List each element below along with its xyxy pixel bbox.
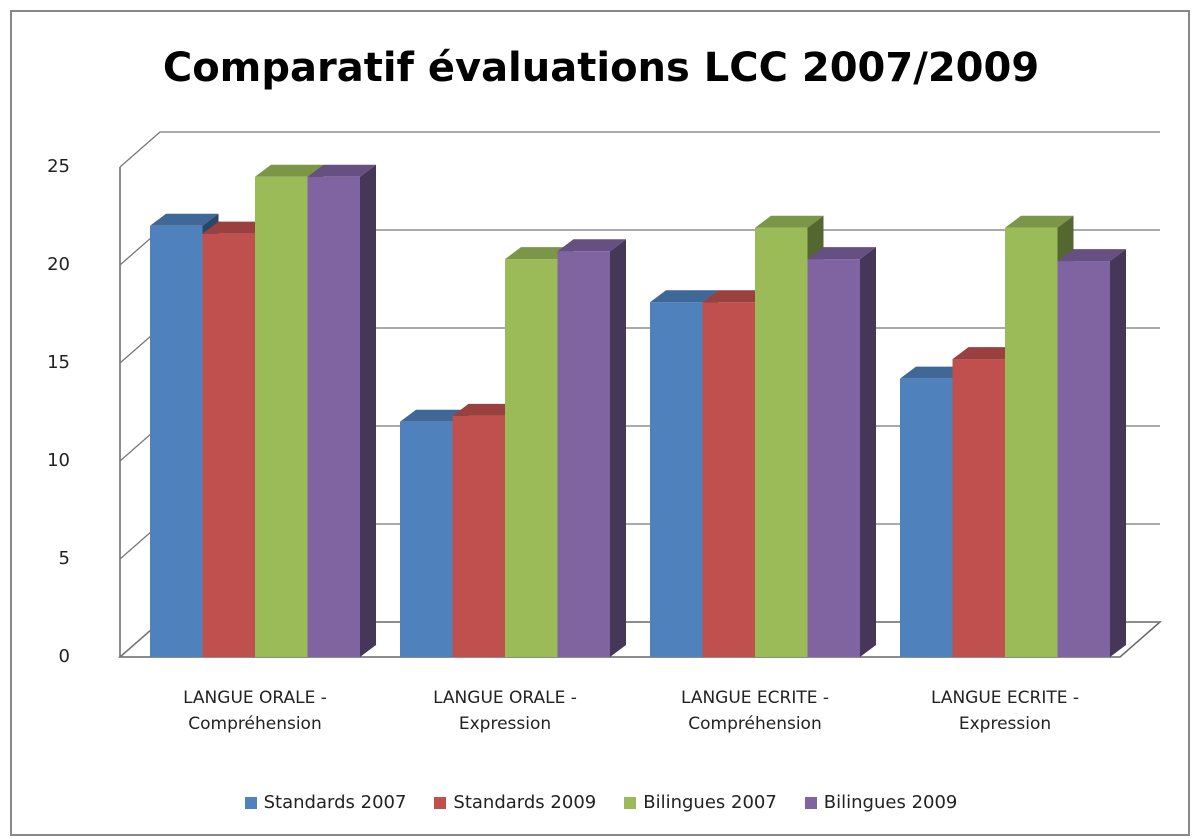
x-tick-label: LANGUE ORALE - Expression (433, 688, 577, 734)
bar-top (952, 347, 1021, 360)
bar-front (1005, 227, 1058, 657)
bar-front (202, 233, 255, 657)
bar-top (755, 215, 824, 228)
x-tick-label: LANGUE ORALE - Compréhension (183, 688, 327, 734)
bar (1057, 249, 1126, 657)
bar-side (610, 239, 626, 657)
legend-label: Standards 2009 (453, 792, 597, 813)
bar-top (307, 164, 376, 177)
bar-side (360, 164, 376, 658)
y-tick-label: 25 (47, 156, 70, 177)
bar-front (650, 302, 703, 657)
y-tick-label: 0 (59, 646, 70, 667)
bar-front (557, 251, 610, 657)
chart-frame (10, 10, 1190, 836)
bar-front (807, 259, 860, 657)
bar-front (452, 415, 505, 657)
bar-front (400, 421, 453, 657)
legend-swatch (434, 796, 447, 809)
bar-top (202, 221, 271, 234)
legend: Standards 2007 Standards 2009 Bilingues 20… (0, 792, 1202, 813)
bar-top (1005, 215, 1074, 228)
legend-item: Standards 2007 (244, 792, 407, 813)
legend-swatch (624, 796, 637, 809)
bar-top (807, 247, 876, 260)
legend-swatch (244, 796, 257, 809)
legend-item: Standards 2009 (434, 792, 596, 813)
bar-front (150, 225, 203, 658)
bar-front (1057, 261, 1110, 657)
y-tick-label: 5 (59, 548, 70, 569)
bar-front (505, 259, 558, 657)
bar-front (900, 378, 953, 657)
bar-front (255, 176, 308, 658)
bar-top (900, 366, 969, 379)
legend-label: Standards 2007 (263, 792, 407, 813)
y-tick-label: 15 (47, 352, 70, 373)
legend-item: Bilingues 2009 (804, 792, 958, 813)
bar-top (650, 290, 719, 303)
bar-top (400, 409, 469, 422)
x-tick-label: LANGUE ECRITE - Compréhension (680, 688, 830, 734)
bar-top (255, 164, 324, 177)
bar-top (557, 239, 626, 252)
bar-top (505, 247, 574, 260)
y-tick-label: 10 (47, 450, 70, 471)
bar (807, 247, 876, 657)
bar (650, 290, 719, 657)
y-tick-label: 20 (47, 254, 70, 275)
chart-title: Comparatif évaluations LCC 2007/2009 (163, 45, 1039, 91)
grid-line (119, 131, 1160, 168)
bar-top (702, 290, 771, 303)
bar-front (702, 302, 755, 657)
bar-top (1057, 249, 1126, 262)
bar-side (1110, 249, 1126, 657)
bar-top (150, 213, 219, 226)
bar-side (860, 247, 876, 657)
bar (557, 239, 626, 657)
bar-front (952, 359, 1005, 657)
legend-label: Bilingues 2007 (643, 792, 777, 813)
bar-front (307, 176, 360, 658)
bar-top (452, 403, 521, 416)
legend-swatch (804, 796, 817, 809)
x-tick-label: LANGUE ECRITE - Expression (930, 688, 1080, 734)
legend-label: Bilingues 2009 (823, 792, 958, 813)
bar (307, 164, 376, 658)
legend-item: Bilingues 2007 (624, 792, 777, 813)
bar-front (755, 227, 808, 657)
